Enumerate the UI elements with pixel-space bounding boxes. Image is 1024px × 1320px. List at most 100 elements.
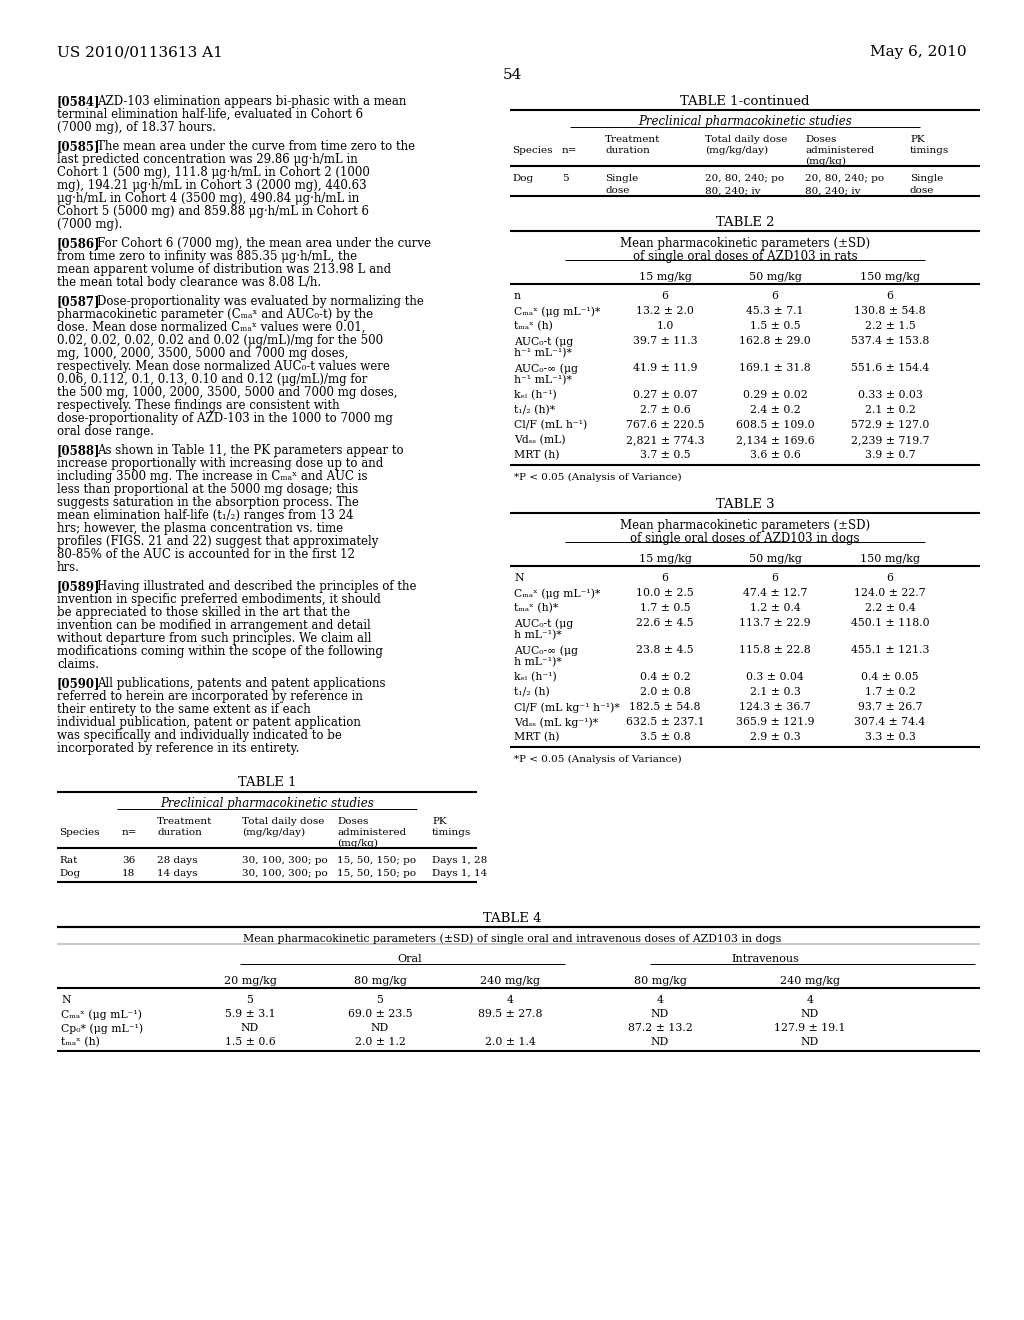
Text: 1.0: 1.0 <box>656 321 674 331</box>
Text: administered: administered <box>805 147 874 154</box>
Text: 130.8 ± 54.8: 130.8 ± 54.8 <box>854 306 926 315</box>
Text: 41.9 ± 11.9: 41.9 ± 11.9 <box>633 363 697 374</box>
Text: Vdₛₛ (mL): Vdₛₛ (mL) <box>514 436 565 445</box>
Text: 162.8 ± 29.0: 162.8 ± 29.0 <box>739 337 811 346</box>
Text: 6: 6 <box>887 573 894 583</box>
Text: May 6, 2010: May 6, 2010 <box>870 45 967 59</box>
Text: t₁/₂ (h)*: t₁/₂ (h)* <box>514 405 555 416</box>
Text: invention in specific preferred embodiments, it should: invention in specific preferred embodime… <box>57 593 381 606</box>
Text: 240 mg/kg: 240 mg/kg <box>480 975 540 986</box>
Text: Total daily dose: Total daily dose <box>242 817 325 826</box>
Text: including 3500 mg. The increase in Cₘₐˣ and AUC is: including 3500 mg. The increase in Cₘₐˣ … <box>57 470 368 483</box>
Text: 4: 4 <box>507 995 513 1005</box>
Text: Cohort 5 (5000 mg) and 859.88 μg·h/mL in Cohort 6: Cohort 5 (5000 mg) and 859.88 μg·h/mL in… <box>57 205 369 218</box>
Text: pharmacokinetic parameter (Cₘₐˣ and AUC₀-t) by the: pharmacokinetic parameter (Cₘₐˣ and AUC₀… <box>57 308 373 321</box>
Text: 5: 5 <box>562 174 568 183</box>
Text: AUC₀-∞ (μg: AUC₀-∞ (μg <box>514 645 578 656</box>
Text: administered: administered <box>337 828 407 837</box>
Text: 0.27 ± 0.07: 0.27 ± 0.07 <box>633 389 697 400</box>
Text: TABLE 4: TABLE 4 <box>482 912 542 925</box>
Text: MRT (h): MRT (h) <box>514 450 559 461</box>
Text: hrs; however, the plasma concentration vs. time: hrs; however, the plasma concentration v… <box>57 521 343 535</box>
Text: 80 mg/kg: 80 mg/kg <box>353 975 407 986</box>
Text: mean apparent volume of distribution was 213.98 L and: mean apparent volume of distribution was… <box>57 263 391 276</box>
Text: h mL⁻¹)*: h mL⁻¹)* <box>514 630 562 640</box>
Text: 20 mg/kg: 20 mg/kg <box>223 975 276 986</box>
Text: (7000 mg), of 18.37 hours.: (7000 mg), of 18.37 hours. <box>57 121 216 135</box>
Text: 45.3 ± 7.1: 45.3 ± 7.1 <box>746 306 804 315</box>
Text: modifications coming within the scope of the following: modifications coming within the scope of… <box>57 645 383 657</box>
Text: 15, 50, 150; po: 15, 50, 150; po <box>337 855 416 865</box>
Text: 182.5 ± 54.8: 182.5 ± 54.8 <box>630 702 700 711</box>
Text: Doses: Doses <box>337 817 369 826</box>
Text: 6: 6 <box>771 573 778 583</box>
Text: 0.33 ± 0.03: 0.33 ± 0.03 <box>857 389 923 400</box>
Text: 2.9 ± 0.3: 2.9 ± 0.3 <box>750 733 801 742</box>
Text: [0590]: [0590] <box>57 677 100 690</box>
Text: 127.9 ± 19.1: 127.9 ± 19.1 <box>774 1023 846 1034</box>
Text: ND: ND <box>801 1038 819 1047</box>
Text: [0586]: [0586] <box>57 238 100 249</box>
Text: Days 1, 28: Days 1, 28 <box>432 855 487 865</box>
Text: Cl/F (mL h⁻¹): Cl/F (mL h⁻¹) <box>514 420 587 430</box>
Text: was specifically and individually indicated to be: was specifically and individually indica… <box>57 729 342 742</box>
Text: Dose-proportionality was evaluated by normalizing the: Dose-proportionality was evaluated by no… <box>97 294 424 308</box>
Text: 1.5 ± 0.5: 1.5 ± 0.5 <box>750 321 801 331</box>
Text: 1.7 ± 0.5: 1.7 ± 0.5 <box>640 603 690 612</box>
Text: individual publication, patent or patent application: individual publication, patent or patent… <box>57 715 360 729</box>
Text: tₘₐˣ (h): tₘₐˣ (h) <box>61 1038 100 1047</box>
Text: 6: 6 <box>887 290 894 301</box>
Text: 93.7 ± 26.7: 93.7 ± 26.7 <box>858 702 923 711</box>
Text: last predicted concentration was 29.86 μg·h/mL in: last predicted concentration was 29.86 μ… <box>57 153 357 166</box>
Text: Intravenous: Intravenous <box>731 954 799 964</box>
Text: 169.1 ± 31.8: 169.1 ± 31.8 <box>739 363 811 374</box>
Text: claims.: claims. <box>57 657 99 671</box>
Text: 15, 50, 150; po: 15, 50, 150; po <box>337 869 416 878</box>
Text: (mg/kg): (mg/kg) <box>337 840 378 849</box>
Text: from time zero to infinity was 885.35 μg·h/mL, the: from time zero to infinity was 885.35 μg… <box>57 249 357 263</box>
Text: 80 mg/kg: 80 mg/kg <box>634 975 686 986</box>
Text: h⁻¹ mL⁻¹)*: h⁻¹ mL⁻¹)* <box>514 348 571 358</box>
Text: 30, 100, 300; po: 30, 100, 300; po <box>242 855 328 865</box>
Text: (mg/kg/day): (mg/kg/day) <box>242 828 305 837</box>
Text: 150 mg/kg: 150 mg/kg <box>860 554 920 564</box>
Text: terminal elimination half-life, evaluated in Cohort 6: terminal elimination half-life, evaluate… <box>57 108 364 121</box>
Text: 5: 5 <box>377 995 383 1005</box>
Text: Rat: Rat <box>59 855 78 865</box>
Text: PK: PK <box>432 817 446 826</box>
Text: Dog: Dog <box>512 174 534 183</box>
Text: h mL⁻¹)*: h mL⁻¹)* <box>514 657 562 668</box>
Text: incorporated by reference in its entirety.: incorporated by reference in its entiret… <box>57 742 299 755</box>
Text: 2.0 ± 0.8: 2.0 ± 0.8 <box>640 686 690 697</box>
Text: 30, 100, 300; po: 30, 100, 300; po <box>242 869 328 878</box>
Text: 2.0 ± 1.4: 2.0 ± 1.4 <box>484 1038 536 1047</box>
Text: the 500 mg, 1000, 2000, 3500, 5000 and 7000 mg doses,: the 500 mg, 1000, 2000, 3500, 5000 and 7… <box>57 385 397 399</box>
Text: AUC₀-t (μg: AUC₀-t (μg <box>514 337 573 347</box>
Text: Cₘₐˣ (μg mL⁻¹): Cₘₐˣ (μg mL⁻¹) <box>61 1008 142 1019</box>
Text: t₁/₂ (h): t₁/₂ (h) <box>514 686 550 697</box>
Text: 18: 18 <box>122 869 135 878</box>
Text: 2.2 ± 0.4: 2.2 ± 0.4 <box>864 603 915 612</box>
Text: duration: duration <box>157 828 202 837</box>
Text: 6: 6 <box>662 573 669 583</box>
Text: 0.29 ± 0.02: 0.29 ± 0.02 <box>742 389 807 400</box>
Text: Single: Single <box>605 174 638 183</box>
Text: [0585]: [0585] <box>57 140 100 153</box>
Text: AUC₀-∞ (μg: AUC₀-∞ (μg <box>514 363 578 374</box>
Text: Cₘₐˣ (μg mL⁻¹)*: Cₘₐˣ (μg mL⁻¹)* <box>514 587 600 598</box>
Text: Treatment: Treatment <box>157 817 212 826</box>
Text: 5: 5 <box>247 995 253 1005</box>
Text: MRT (h): MRT (h) <box>514 733 559 742</box>
Text: Cₘₐˣ (μg mL⁻¹)*: Cₘₐˣ (μg mL⁻¹)* <box>514 306 600 317</box>
Text: 2.0 ± 1.2: 2.0 ± 1.2 <box>354 1038 406 1047</box>
Text: Preclinical pharmacokinetic studies: Preclinical pharmacokinetic studies <box>638 115 852 128</box>
Text: 23.8 ± 4.5: 23.8 ± 4.5 <box>636 645 694 655</box>
Text: 80-85% of the AUC is accounted for in the first 12: 80-85% of the AUC is accounted for in th… <box>57 548 355 561</box>
Text: 20, 80, 240; po: 20, 80, 240; po <box>805 174 884 183</box>
Text: AZD-103 elimination appears bi-phasic with a mean: AZD-103 elimination appears bi-phasic wi… <box>97 95 407 108</box>
Text: 2.1 ± 0.3: 2.1 ± 0.3 <box>750 686 801 697</box>
Text: 572.9 ± 127.0: 572.9 ± 127.0 <box>851 420 929 430</box>
Text: Preclinical pharmacokinetic studies: Preclinical pharmacokinetic studies <box>160 797 374 810</box>
Text: 1.5 ± 0.6: 1.5 ± 0.6 <box>224 1038 275 1047</box>
Text: 240 mg/kg: 240 mg/kg <box>780 975 840 986</box>
